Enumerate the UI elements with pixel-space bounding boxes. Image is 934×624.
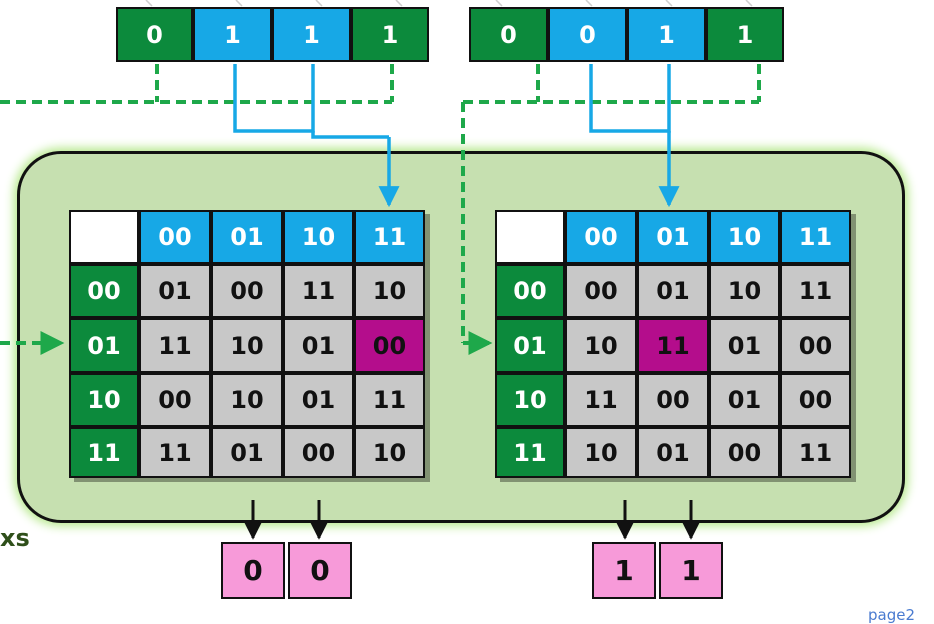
side-label: xs: [0, 524, 30, 552]
output-arrows: [253, 500, 691, 538]
row-select-line-1: [0, 64, 392, 102]
top-tick-marks: [146, 0, 752, 6]
page-label: page2: [868, 606, 915, 624]
col-select-line-2: [591, 64, 669, 131]
row-select-line-2: [463, 64, 759, 343]
